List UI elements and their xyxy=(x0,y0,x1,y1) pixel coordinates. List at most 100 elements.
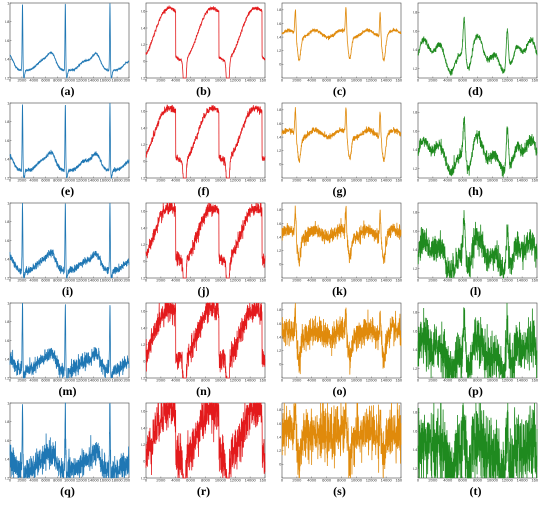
y-tick-label: 0.6 xyxy=(277,21,282,26)
y-tick-label: 0.4 xyxy=(141,25,146,30)
x-tick-label: 14000 xyxy=(88,378,100,382)
x-tick-label: 4000 xyxy=(443,278,453,282)
x-tick-label: 16000 xyxy=(100,178,112,182)
plot-frame xyxy=(9,2,130,79)
y-tick-label: 0.2 xyxy=(141,142,146,147)
x-tick-label: 12000 xyxy=(502,78,514,82)
panel-caption: (l) xyxy=(469,284,482,298)
x-tick-label: 20000 xyxy=(123,178,130,182)
y-tick-label: 0 xyxy=(143,59,146,64)
chart-panel: 0 2000 4000 6000 8000 10000 12000 14000 16000 180… xyxy=(5,202,130,300)
x-tick-label: 4000 xyxy=(307,278,317,282)
y-tick-label: 0 xyxy=(279,462,282,467)
plot-frame xyxy=(281,202,402,279)
plot-frame xyxy=(9,102,130,179)
x-tick-label: 6000 xyxy=(458,78,468,82)
x-tick-label: 16000 xyxy=(259,278,266,282)
y-tick-label: 0.4 xyxy=(277,334,282,339)
y-tick-label: 0 xyxy=(143,159,146,164)
x-tick-label: 12000 xyxy=(76,278,88,282)
y-tick-label: 0.4 xyxy=(5,257,10,262)
panel-caption: (n) xyxy=(196,384,211,398)
x-tick-label: 2000 xyxy=(156,478,166,482)
x-tick-label: 6000 xyxy=(41,478,51,482)
x-tick-label: 8000 xyxy=(201,478,211,482)
y-tick-label: 0.4 xyxy=(277,34,282,39)
x-tick-label: 16000 xyxy=(531,178,538,182)
x-tick-label: 16000 xyxy=(395,178,402,182)
x-tick-label: 8000 xyxy=(337,178,347,182)
x-tick-label: 16000 xyxy=(259,478,266,482)
x-tick-label: 20000 xyxy=(123,78,130,82)
x-tick-label: 2000 xyxy=(156,178,166,182)
x-tick-label: 8000 xyxy=(473,178,483,182)
x-tick-label: 10000 xyxy=(64,478,76,482)
x-tick-label: 2000 xyxy=(292,178,302,182)
x-tick-label: 12000 xyxy=(366,178,378,182)
x-tick-label: 16000 xyxy=(100,278,112,282)
x-tick-label: 4000 xyxy=(171,378,181,382)
y-tick-label: 0.4 xyxy=(141,425,146,430)
x-tick-label: 0 xyxy=(417,78,420,82)
y-tick-label: 0.2 xyxy=(277,448,282,453)
panel-caption: (t) xyxy=(469,484,482,498)
x-tick-label: 0 xyxy=(145,378,148,382)
x-tick-label: 14000 xyxy=(245,278,257,282)
y-tick-label: 0.4 xyxy=(5,57,10,62)
x-tick-label: 6000 xyxy=(41,178,51,182)
panel-caption: (i) xyxy=(61,284,74,298)
y-tick-label: 0.8 xyxy=(413,10,418,15)
x-tick-label: 14000 xyxy=(517,78,529,82)
x-tick-label: 16000 xyxy=(395,478,402,482)
x-tick-label: 0 xyxy=(145,178,148,182)
y-tick-label: 0.2 xyxy=(5,175,10,180)
x-tick-label: 6000 xyxy=(322,178,332,182)
x-tick-label: 0 xyxy=(281,178,284,182)
series-line xyxy=(417,16,538,76)
chart-panel: 0 2000 4000 6000 8000 10000 12000 14000 16000 180… xyxy=(5,102,130,200)
x-tick-label: 10000 xyxy=(64,278,76,282)
x-tick-label: 16000 xyxy=(100,378,112,382)
y-tick-label: 0.2 xyxy=(277,48,282,53)
x-tick-label: 2000 xyxy=(428,278,438,282)
y-tick-label: 0.8 xyxy=(5,319,10,324)
x-tick-label: 10000 xyxy=(487,178,499,182)
x-tick-label: 10000 xyxy=(487,478,499,482)
series-line xyxy=(281,302,402,375)
x-tick-label: 0 xyxy=(9,478,12,482)
y-tick-label: 0.4 xyxy=(413,447,418,452)
y-tick-label: -0.2 xyxy=(141,375,146,380)
y-tick-label: 0.6 xyxy=(277,421,282,426)
x-tick-label: 14000 xyxy=(88,178,100,182)
x-tick-label: 12000 xyxy=(230,378,242,382)
x-tick-label: 8000 xyxy=(53,178,63,182)
x-tick-label: 2000 xyxy=(17,78,27,82)
x-tick-label: 16000 xyxy=(531,478,538,482)
x-tick-label: 0 xyxy=(417,178,420,182)
y-tick-label: -0.2 xyxy=(141,275,146,280)
y-tick-label: 0 xyxy=(143,259,146,264)
y-tick-label: 1 xyxy=(7,202,10,205)
x-tick-label: 2000 xyxy=(292,278,302,282)
x-tick-label: 2000 xyxy=(292,78,302,82)
y-tick-label: 0.6 xyxy=(5,238,10,243)
x-tick-label: 0 xyxy=(9,178,12,182)
panel-caption: (c) xyxy=(332,84,347,98)
panel-caption: (d) xyxy=(468,84,483,98)
x-tick-label: 4000 xyxy=(307,78,317,82)
panel-caption: (m) xyxy=(58,384,77,398)
x-tick-label: 8000 xyxy=(473,478,483,482)
plot-frame xyxy=(417,2,538,79)
series-line xyxy=(9,202,130,280)
panel-caption: (h) xyxy=(468,184,483,198)
